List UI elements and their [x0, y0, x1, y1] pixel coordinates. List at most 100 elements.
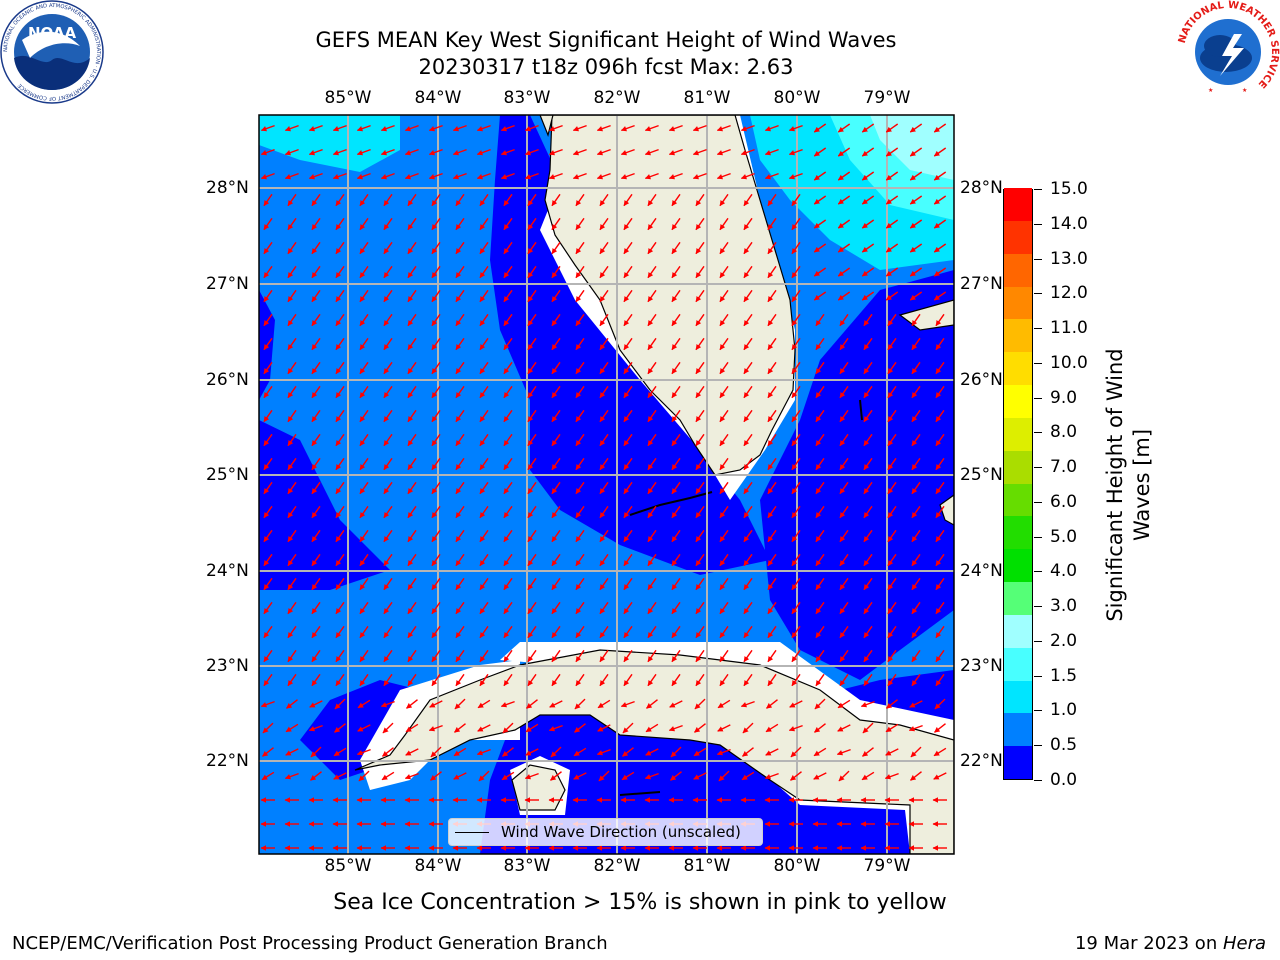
wave-direction-arrow — [358, 770, 370, 782]
wave-direction-arrow — [695, 313, 705, 327]
wave-direction-arrow — [311, 673, 321, 687]
wave-direction-arrow — [263, 217, 273, 231]
wave-direction-arrow — [671, 217, 681, 231]
wave-direction-arrow — [287, 529, 297, 543]
colorbar-segment — [1004, 745, 1032, 779]
wave-direction-arrow — [791, 577, 801, 591]
wave-direction-arrow — [551, 241, 561, 255]
wave-direction-arrow — [455, 481, 465, 495]
wave-direction-arrow — [548, 148, 563, 156]
wave-direction-arrow — [861, 243, 875, 253]
wave-direction-arrow — [743, 529, 753, 543]
wave-direction-arrow — [911, 577, 921, 591]
wave-direction-arrow — [527, 409, 537, 423]
wave-direction-arrow — [382, 722, 394, 734]
wave-direction-arrow — [671, 553, 681, 567]
wave-direction-arrow — [428, 124, 443, 132]
wave-direction-arrow — [743, 673, 753, 687]
wave-direction-arrow — [263, 433, 273, 447]
colorbar-tick-label: 0.5 — [1050, 735, 1078, 756]
wave-direction-arrow — [551, 481, 561, 495]
wave-direction-arrow — [551, 289, 561, 303]
wave-direction-arrow — [383, 433, 393, 447]
wave-direction-arrow — [382, 747, 394, 757]
wave-direction-arrow — [647, 673, 657, 687]
wave-direction-arrow — [647, 649, 657, 663]
wave-direction-arrow — [863, 649, 873, 663]
wave-direction-arrow — [311, 193, 321, 207]
wave-direction-arrow — [575, 481, 585, 495]
wave-direction-arrow — [431, 529, 441, 543]
wave-direction-arrow — [743, 505, 753, 519]
wave-direction-arrow — [431, 553, 441, 567]
wave-direction-arrow — [527, 385, 537, 399]
wave-direction-arrow — [791, 625, 801, 639]
wave-direction-arrow — [647, 193, 657, 207]
wave-direction-arrow — [431, 601, 441, 615]
lon-label: 81°W — [683, 856, 731, 876]
wave-direction-arrow — [311, 457, 321, 471]
lat-label: 27°N — [960, 274, 1003, 294]
wave-direction-arrow — [813, 291, 827, 301]
wave-direction-arrow — [839, 385, 849, 399]
wave-direction-arrow — [260, 700, 275, 708]
wave-direction-arrow — [285, 723, 299, 733]
colorbar-tick — [1034, 606, 1042, 608]
wave-direction-arrow — [909, 291, 923, 301]
colorbar-tick — [1034, 189, 1042, 190]
wave-direction-arrow — [695, 193, 705, 207]
wave-direction-arrow — [503, 433, 513, 447]
wave-direction-arrow — [813, 219, 827, 229]
wave-direction-arrow — [599, 457, 609, 471]
wave-direction-arrow — [933, 219, 947, 229]
wave-direction-arrow — [455, 409, 465, 423]
colorbar-tick-label: 8.0 — [1050, 422, 1078, 443]
wave-direction-arrow — [454, 698, 466, 710]
wave-direction-arrow — [335, 481, 345, 495]
wave-direction-arrow — [620, 148, 635, 156]
wave-direction-arrow — [767, 433, 777, 447]
legend-line-swatch — [455, 831, 489, 833]
wave-direction-arrow — [503, 577, 513, 591]
wave-direction-arrow — [311, 409, 321, 423]
wave-direction-arrow — [335, 217, 345, 231]
wave-direction-arrow — [575, 409, 585, 423]
wave-direction-arrow — [263, 649, 273, 663]
wave-direction-arrow — [599, 313, 609, 327]
wave-direction-arrow — [503, 529, 513, 543]
wave-direction-arrow — [599, 241, 609, 255]
wave-direction-arrow — [935, 409, 945, 423]
colorbar-tick — [1034, 501, 1042, 503]
wave-direction-arrow — [359, 193, 369, 207]
colorbar-title-line1: Significant Height of Wind — [1103, 348, 1127, 622]
wave-direction-arrow — [911, 601, 921, 615]
wave-direction-arrow — [383, 505, 393, 519]
colorbar-tick — [1034, 397, 1042, 399]
wave-direction-arrow — [839, 409, 849, 423]
colorbar-segment — [1004, 614, 1032, 648]
wave-direction-arrow — [287, 265, 297, 279]
wave-direction-arrow — [670, 746, 682, 758]
wave-direction-arrow — [527, 625, 537, 639]
wave-direction-arrow — [383, 481, 393, 495]
wave-direction-arrow — [286, 699, 298, 709]
wave-direction-arrow — [548, 124, 563, 132]
wave-direction-arrow — [311, 265, 321, 279]
wave-direction-arrow — [935, 313, 945, 327]
wave-direction-arrow — [430, 771, 442, 781]
lon-label: 82°W — [593, 856, 641, 876]
wave-direction-arrow — [671, 361, 681, 375]
wave-direction-arrow — [788, 724, 803, 732]
colorbar-tick — [1034, 258, 1042, 260]
lon-label: 84°W — [414, 856, 462, 876]
wave-direction-arrow — [719, 553, 729, 567]
wave-direction-arrow — [791, 409, 801, 423]
colorbar-tick-label: 6.0 — [1050, 491, 1078, 512]
wave-direction-arrow — [791, 193, 801, 207]
wave-direction-arrow — [479, 601, 489, 615]
wave-direction-arrow — [263, 409, 273, 423]
wave-direction-arrow — [308, 724, 323, 732]
wave-direction-arrow — [335, 553, 345, 567]
wave-direction-arrow — [622, 722, 634, 734]
wave-direction-arrow — [527, 313, 537, 327]
